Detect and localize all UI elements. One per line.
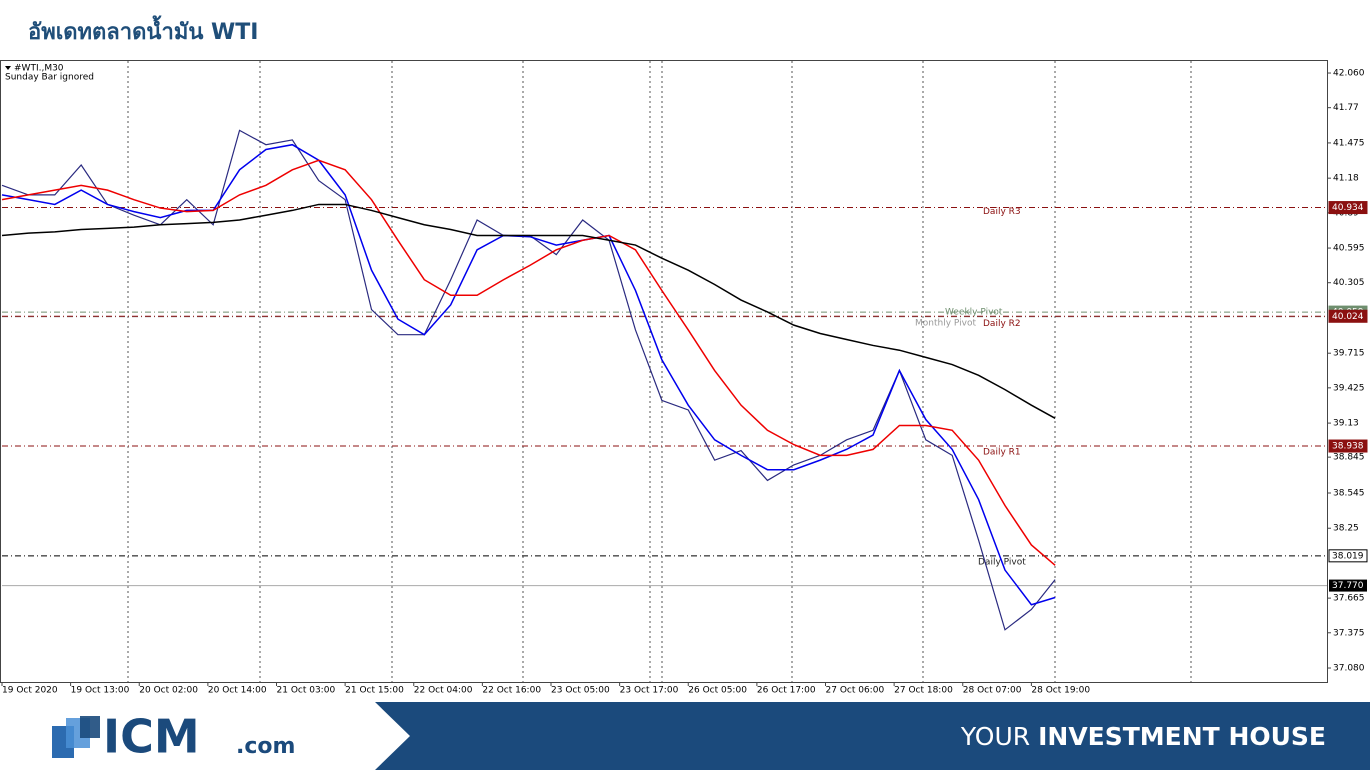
level-label: Weekly Pivot	[945, 308, 1003, 318]
x-tick-label: 22 Oct 04:00	[414, 686, 473, 696]
level-tag	[1328, 201, 1368, 215]
y-tick-label: 38.845	[1333, 453, 1365, 463]
y-tick-label: 37.665	[1333, 594, 1365, 604]
level-tag	[1328, 309, 1368, 323]
tagline-light: YOUR	[960, 722, 1030, 751]
y-tick-label: 40.305	[1333, 278, 1365, 288]
x-tick-label: 23 Oct 05:00	[551, 686, 610, 696]
x-tick-label: 23 Oct 17:00	[620, 686, 679, 696]
x-tick-label: 27 Oct 06:00	[826, 686, 885, 696]
y-tick-label: 38.545	[1333, 488, 1365, 498]
y-tick-label: 39.13	[1333, 419, 1359, 429]
moving-average	[1, 143, 1056, 606]
y-tick-label: 37.080	[1333, 664, 1365, 674]
last-price-tag	[1329, 579, 1367, 592]
x-tick-label: 21 Oct 15:00	[345, 686, 404, 696]
level-label: Daily R3	[983, 207, 1021, 217]
y-tick-label: 41.475	[1333, 138, 1365, 148]
logo-square	[80, 716, 100, 738]
logo-brand: ICM	[103, 710, 200, 764]
x-tick-label: 19 Oct 13:00	[71, 686, 130, 696]
footer: ICM .com YOUR INVESTMENT HOUSE	[52, 702, 1370, 770]
x-tick-label: 21 Oct 03:00	[277, 686, 336, 696]
y-tick-label: 42.060	[1333, 69, 1365, 79]
plot-frame	[0, 60, 1328, 683]
period-separators	[127, 61, 1192, 682]
tagline: YOUR INVESTMENT HOUSE	[960, 722, 1326, 751]
chart-note: Sunday Bar ignored	[5, 73, 94, 83]
y-tick-label: 38.25	[1333, 524, 1359, 534]
level-label: Daily R1	[983, 448, 1021, 458]
x-tick-label: 28 Oct 19:00	[1031, 686, 1090, 696]
last-price-label: 37.770	[1332, 581, 1364, 591]
footer-band	[375, 702, 1370, 770]
y-tick-label: 39.425	[1333, 383, 1365, 393]
tagline-bold: INVESTMENT HOUSE	[1038, 722, 1326, 751]
page-title: อัพเดทตลาดน้ำมัน WTI	[28, 20, 259, 45]
moving-average	[1, 159, 1056, 566]
y-tick-label: 40.595	[1333, 244, 1365, 254]
x-tick-label: 22 Oct 16:00	[482, 686, 541, 696]
x-tick-label: 19 Oct 2020	[2, 686, 58, 696]
x-tick-label: 27 Oct 18:00	[894, 686, 953, 696]
level-label: Daily R2	[983, 319, 1021, 329]
y-tick-label: 39.715	[1333, 349, 1365, 359]
level-tag-label: 38.019	[1332, 551, 1364, 561]
level-tag-label: 40.024	[1332, 312, 1364, 322]
y-tick-label: 41.77	[1333, 103, 1359, 113]
x-tick-label: 28 Oct 07:00	[963, 686, 1022, 696]
y-tick-label: 41.18	[1333, 174, 1359, 184]
level-tag	[1328, 439, 1368, 453]
moving-average	[1, 203, 1056, 419]
y-tick-label: 37.375	[1333, 628, 1365, 638]
x-tick-label: 20 Oct 02:00	[139, 686, 198, 696]
level-tag-label: 38.938	[1332, 442, 1364, 452]
chart: #WTI.,M30 Sunday Bar ignored 42.060 41.77…	[0, 60, 1368, 696]
level-label: Monthly Pivot	[915, 318, 976, 328]
level-tag	[1328, 549, 1368, 563]
x-tick-label: 26 Oct 17:00	[757, 686, 816, 696]
x-tick-label: 26 Oct 05:00	[688, 686, 747, 696]
symbol-label: #WTI.,M30	[14, 64, 64, 74]
logo-domain: .com	[236, 734, 295, 759]
level-tag-label: 40.934	[1332, 203, 1364, 213]
x-tick-label: 20 Oct 14:00	[208, 686, 267, 696]
menu-arrow	[5, 66, 11, 70]
